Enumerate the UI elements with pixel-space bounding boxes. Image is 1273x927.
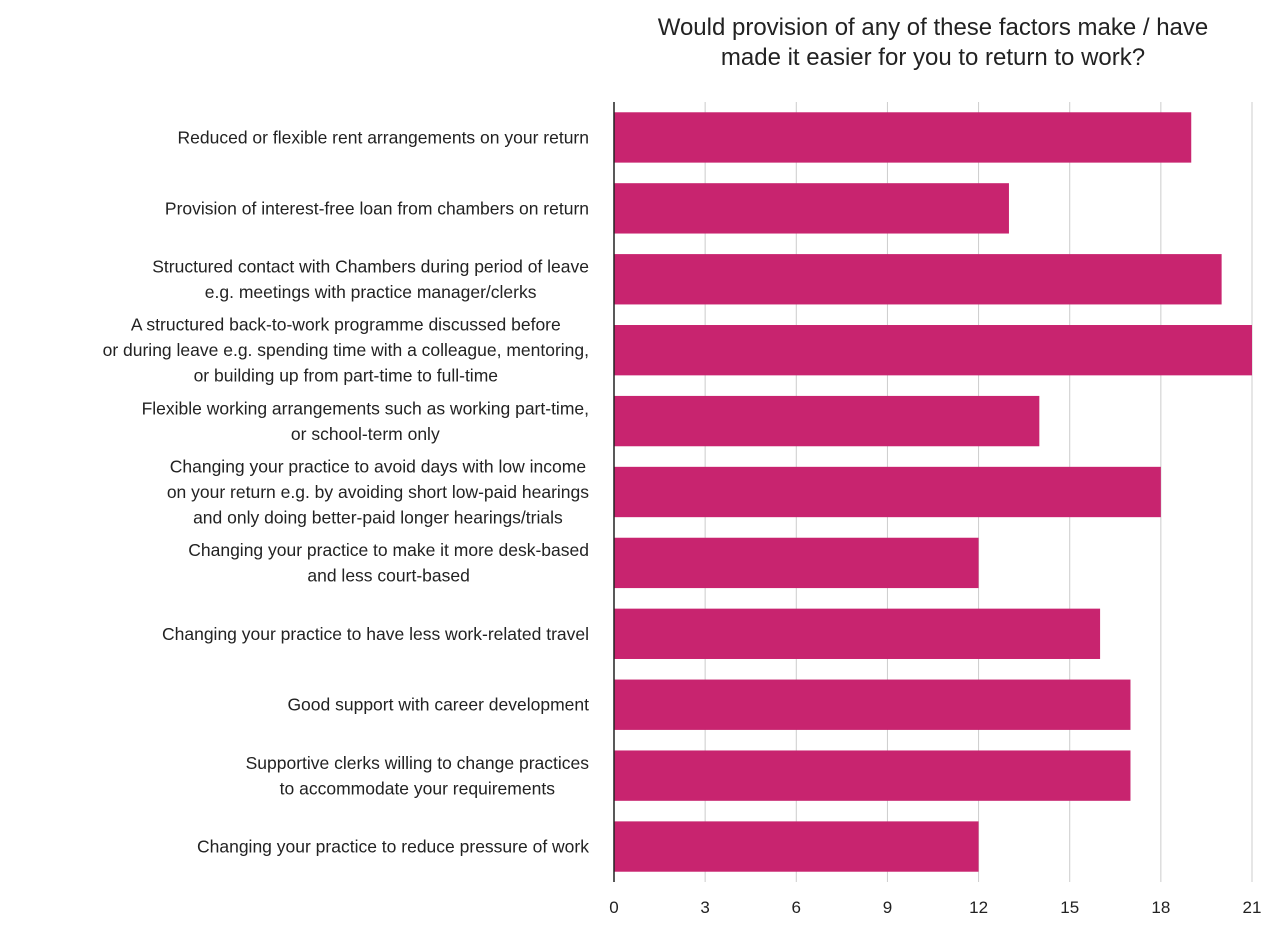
- bar: [614, 325, 1252, 376]
- category-label: Good support with career development: [287, 695, 589, 715]
- category-label: A structured back-to-work programme disc…: [103, 315, 589, 386]
- category-label: Supportive clerks willing to change prac…: [246, 753, 590, 799]
- bar: [614, 395, 1040, 447]
- category-label-line: or school-term only: [291, 424, 440, 444]
- bar: [614, 821, 979, 872]
- category-label-line: Reduced or flexible rent arrangements on…: [178, 127, 589, 147]
- category-label: Flexible working arrangements such as wo…: [142, 398, 589, 444]
- x-tick-label: 9: [883, 898, 892, 917]
- category-label-line: Structured contact with Chambers during …: [152, 257, 589, 277]
- chart-title-line: made it easier for you to return to work…: [721, 44, 1145, 71]
- x-tick-label: 21: [1243, 898, 1262, 917]
- category-labels: Reduced or flexible rent arrangements on…: [103, 127, 590, 856]
- category-label-line: A structured back-to-work programme disc…: [131, 315, 561, 335]
- x-tick-label: 12: [969, 898, 988, 917]
- bar: [614, 254, 1222, 305]
- category-label-line: Supportive clerks willing to change prac…: [246, 753, 590, 773]
- chart-title-line: Would provision of any of these factors …: [658, 14, 1209, 41]
- category-label-line: Flexible working arrangements such as wo…: [142, 398, 589, 418]
- category-label-line: and less court-based: [307, 566, 469, 586]
- category-label: Provision of interest-free loan from cha…: [165, 198, 589, 218]
- category-label-line: or during leave e.g. spending time with …: [103, 340, 589, 360]
- category-label: Changing your practice to make it more d…: [188, 540, 589, 586]
- category-label: Structured contact with Chambers during …: [152, 257, 589, 303]
- category-label: Changing your practice to have less work…: [162, 624, 589, 644]
- category-label: Reduced or flexible rent arrangements on…: [178, 127, 589, 147]
- bar: [614, 608, 1101, 659]
- bar: [614, 183, 1009, 234]
- x-tick-label: 3: [700, 898, 709, 917]
- category-label-line: Changing your practice to reduce pressur…: [197, 837, 589, 857]
- x-tick-label: 0: [609, 898, 618, 917]
- x-tick-label: 6: [792, 898, 801, 917]
- chart-title: Would provision of any of these factors …: [658, 14, 1209, 71]
- bar: [614, 112, 1192, 163]
- bar: [614, 466, 1161, 518]
- bar: [614, 750, 1131, 801]
- category-label-line: Good support with career development: [287, 695, 589, 715]
- category-label-line: on your return e.g. by avoiding short lo…: [167, 482, 589, 502]
- category-label: Changing your practice to reduce pressur…: [197, 837, 589, 857]
- category-label-line: Changing your practice to make it more d…: [188, 540, 589, 560]
- category-label-line: or building up from part-time to full-ti…: [194, 366, 498, 386]
- bar: [614, 537, 979, 589]
- category-label-line: Changing your practice to have less work…: [162, 624, 589, 644]
- x-tick-label: 15: [1060, 898, 1079, 917]
- category-label-line: to accommodate your requirements: [280, 778, 556, 798]
- category-label-line: and only doing better-paid longer hearin…: [193, 508, 563, 528]
- x-tick-label: 18: [1151, 898, 1170, 917]
- bars: [614, 112, 1252, 872]
- x-tick-labels: 0 3 6 9 12 15 18 21: [609, 898, 1261, 917]
- category-label-line: Changing your practice to avoid days wit…: [170, 457, 586, 477]
- bar: [614, 679, 1131, 730]
- category-label: Changing your practice to avoid days wit…: [167, 457, 589, 528]
- category-label-line: Provision of interest-free loan from cha…: [165, 198, 589, 218]
- category-label-line: e.g. meetings with practice manager/cler…: [205, 282, 537, 302]
